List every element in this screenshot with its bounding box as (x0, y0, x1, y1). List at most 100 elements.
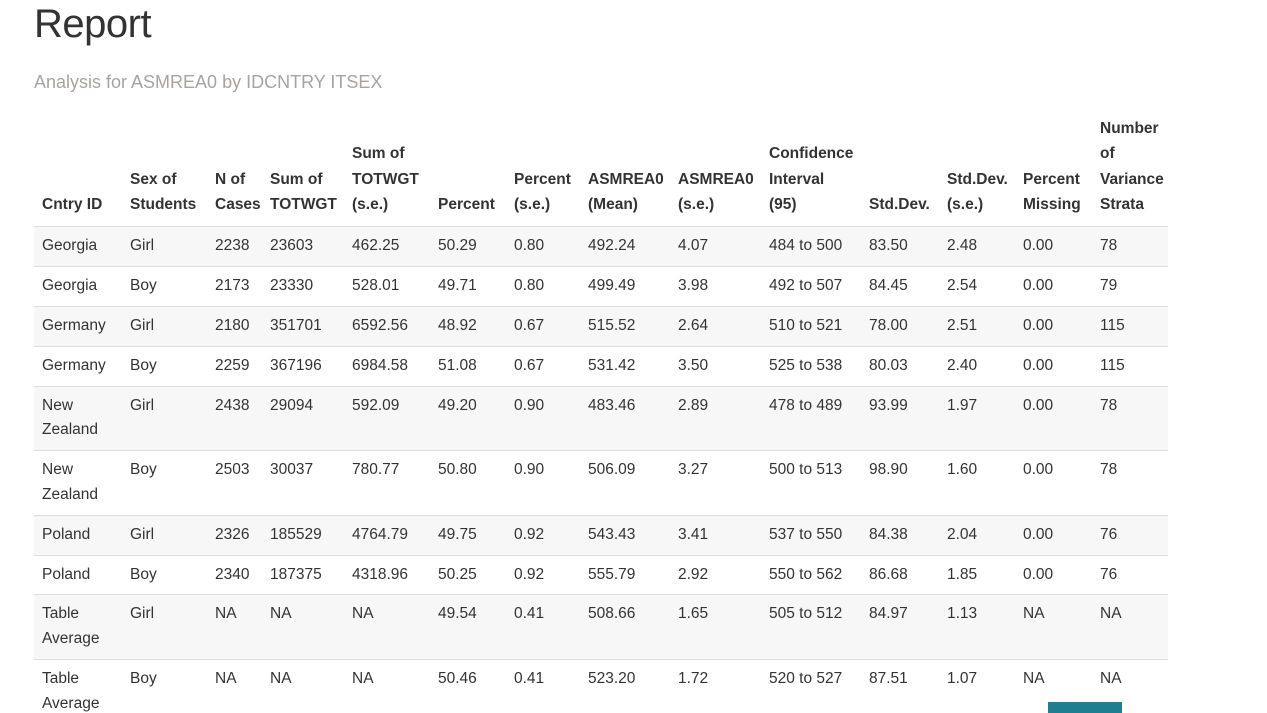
table-cell: 0.00 (1015, 514, 1092, 556)
table-cell: Poland (34, 554, 122, 595)
table-cell: 500 to 513 (761, 450, 861, 516)
table-cell: 351701 (262, 306, 344, 347)
table-row: Table Average Girl NA NA NA 49.54 0.41 508.66 1.… (34, 594, 1168, 660)
table-cell: 1.60 (939, 450, 1015, 516)
table-cell: 87.51 (861, 658, 939, 713)
table-cell: 525 to 538 (761, 345, 861, 387)
table-cell: 0.00 (1015, 345, 1092, 387)
table-cell: 2259 (207, 345, 262, 387)
table-cell: Girl (122, 306, 207, 347)
table-cell: 3.50 (670, 345, 761, 387)
column-header-2: Sex of Students (122, 108, 207, 228)
table-cell: 3.98 (670, 266, 761, 307)
table-cell: 3.27 (670, 450, 761, 516)
table-cell: 780.77 (344, 450, 430, 516)
table-cell: 0.90 (506, 450, 580, 516)
table-cell: 1.85 (939, 554, 1015, 595)
table-cell: Boy (122, 266, 207, 307)
table-cell: Georgia (42, 237, 98, 255)
table-cell: 3.41 (670, 514, 761, 556)
column-header-7: Percent (s.e.) (506, 108, 580, 228)
table-cell: 0.41 (506, 594, 580, 660)
table-cell: Girl (122, 514, 207, 556)
column-header-14: Number of Variance Strata (1092, 108, 1168, 228)
table-cell: 50.46 (430, 658, 506, 713)
table-cell: 49.71 (430, 266, 506, 307)
table-cell: 523.20 (580, 658, 670, 713)
table-cell: NA (207, 658, 262, 713)
column-header-4: Sum of TOTWGT (262, 108, 344, 228)
table-cell: 2180 (207, 306, 262, 347)
table-cell: 76 (1092, 514, 1168, 556)
table-row: Germany Girl 2180 351701 6592.56 48.92 0.67 515… (34, 306, 1168, 347)
table-cell: 49.20 (430, 385, 506, 451)
table-cell: 185529 (262, 514, 344, 556)
table-cell: 0.00 (1015, 306, 1092, 347)
table-cell: 543.43 (580, 514, 670, 556)
table-cell: 79 (1092, 266, 1168, 307)
table-cell: 484 to 500 (769, 237, 843, 255)
table-cell: 2.64 (670, 306, 761, 347)
table-cell: 478 to 489 (761, 385, 861, 451)
table-cell: 2.40 (939, 345, 1015, 387)
table-cell: 555.79 (580, 554, 670, 595)
table-row: Poland Girl 2326 185529 4764.79 49.75 0.92 543.… (34, 514, 1168, 556)
table-cell: 492.24 (588, 237, 636, 255)
table-cell: 4764.79 (344, 514, 430, 556)
table-cell: 515.52 (580, 306, 670, 347)
table-cell: 531.42 (580, 345, 670, 387)
table-cell: 50.25 (430, 554, 506, 595)
table-header-row: Cntry ID Sex of Students N of Cases Sum of … (34, 108, 1168, 228)
table-cell: Boy (122, 554, 207, 595)
table-cell: Girl (122, 385, 207, 451)
table-cell: 1.72 (670, 658, 761, 713)
table-row: New Zealand Boy 2503 30037 780.77 50.80 0.90 50… (34, 450, 1168, 516)
table-cell: 50.80 (430, 450, 506, 516)
table-cell: 0.00 (1015, 266, 1092, 307)
table-cell: 0.00 (1015, 554, 1092, 595)
table-cell: 51.08 (430, 345, 506, 387)
page-title: Report (34, 2, 152, 46)
table-cell: 0.00 (1015, 450, 1092, 516)
table-cell: 0.80 (506, 266, 580, 307)
table-cell: 0.00 (1023, 237, 1054, 255)
table-cell: 2503 (207, 450, 262, 516)
table-cell: Table Average (34, 658, 122, 713)
column-header-8: ASMREA0 (Mean) (580, 108, 670, 228)
table-cell: NA (344, 594, 430, 660)
table-cell: Table Average (34, 594, 122, 660)
table-cell: 0.90 (506, 385, 580, 451)
table-cell: 2.89 (670, 385, 761, 451)
table-cell: 4.07 (678, 237, 709, 255)
table-cell: 537 to 550 (761, 514, 861, 556)
table-cell: 1.97 (939, 385, 1015, 451)
table-cell: Boy (122, 658, 207, 713)
table-cell: NA (262, 594, 344, 660)
column-header-5: Sum of TOTWGT (s.e.) (344, 108, 430, 228)
table-cell: 528.01 (344, 266, 430, 307)
table-cell: NA (207, 594, 262, 660)
table-cell: 1.07 (939, 658, 1015, 713)
table-cell: 2.48 (947, 237, 978, 255)
table-cell: Boy (122, 450, 207, 516)
table-cell: 23330 (262, 266, 344, 307)
table-cell: 1.65 (670, 594, 761, 660)
table-cell: 49.75 (430, 514, 506, 556)
table-row: Table Average Boy NA NA NA 50.46 0.41 523.20 1.7… (34, 658, 1168, 713)
column-header-1: Cntry ID (34, 108, 122, 228)
table-cell: 84.45 (861, 266, 939, 307)
table-cell: NA (262, 658, 344, 713)
table-cell: 520 to 527 (761, 658, 861, 713)
table-cell: Germany (34, 306, 122, 347)
table-cell: 0.80 (514, 237, 545, 255)
table-cell: 592.09 (344, 385, 430, 451)
table-header: Cntry ID Sex of Students N of Cases Sum of … (34, 108, 1168, 228)
table-row: Georgia Girl 2238 23603 462.25 50.29 0.80 492.2… (34, 226, 1168, 267)
column-header-6: Percent (430, 108, 506, 228)
table-cell: 84.38 (861, 514, 939, 556)
bottom-teal-bar-fragment (1048, 702, 1122, 713)
table-cell: 508.66 (580, 594, 670, 660)
table-cell: 98.90 (861, 450, 939, 516)
table-row: Germany Boy 2259 367196 6984.58 51.08 0.67 531.… (34, 345, 1168, 387)
column-header-11: Std.Dev. (861, 108, 939, 228)
